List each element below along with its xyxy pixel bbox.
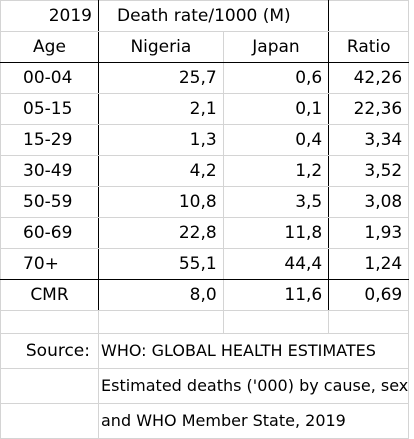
japan-header[interactable]: Japan <box>222 31 330 63</box>
cmr-row: CMR 8,0 11,6 0,69 <box>0 279 410 311</box>
blank-cell[interactable] <box>98 310 224 334</box>
ratio-cell[interactable]: 1,93 <box>328 217 410 249</box>
nigeria-cell[interactable]: 1,3 <box>98 124 224 156</box>
source-row-1: Source: WHO: GLOBAL HEALTH ESTIMATES <box>0 333 410 369</box>
japan-cell[interactable]: 44,4 <box>222 248 330 280</box>
nigeria-cell[interactable]: 22,8 <box>98 217 224 249</box>
table-row: 05-15 2,1 0,1 22,36 <box>0 93 410 125</box>
japan-cell[interactable]: 0,1 <box>222 93 330 125</box>
source-line-2[interactable]: Estimated deaths ('000) by cause, sex <box>97 368 410 404</box>
blank-cell[interactable] <box>328 310 410 334</box>
japan-cell[interactable]: 11,8 <box>222 217 330 249</box>
nigeria-cell[interactable]: 10,8 <box>98 186 224 218</box>
japan-cell[interactable]: 3,5 <box>222 186 330 218</box>
blank-cell[interactable] <box>0 403 99 439</box>
ratio-cell[interactable]: 3,34 <box>328 124 410 156</box>
table-row: 60-69 22,8 11,8 1,93 <box>0 217 410 249</box>
nigeria-cell[interactable]: 55,1 <box>98 248 224 280</box>
age-cell[interactable]: 60-69 <box>0 217 99 249</box>
source-row-2: Estimated deaths ('000) by cause, sex <box>0 368 410 404</box>
table-row: 30-49 4,2 1,2 3,52 <box>0 155 410 187</box>
table-row: 00-04 25,7 0,6 42,26 <box>0 62 410 94</box>
ratio-cell[interactable]: 3,08 <box>328 186 410 218</box>
ratio-cell[interactable]: 22,36 <box>328 93 410 125</box>
ratio-header[interactable]: Ratio <box>328 31 410 63</box>
table-row: 70+ 55,1 44,4 1,24 <box>0 248 410 280</box>
blank-cell[interactable] <box>0 368 99 404</box>
nigeria-cell[interactable]: 2,1 <box>98 93 224 125</box>
cmr-nigeria[interactable]: 8,0 <box>98 279 224 311</box>
ratio-cell[interactable]: 42,26 <box>328 62 410 94</box>
blank-cell[interactable] <box>0 310 99 334</box>
source-line-3[interactable]: and WHO Member State, 2019 <box>97 403 410 439</box>
cmr-label[interactable]: CMR <box>0 279 99 311</box>
table-row: 15-29 1,3 0,4 3,34 <box>0 124 410 156</box>
ratio-cell[interactable]: 1,24 <box>328 248 410 280</box>
blank-cell[interactable] <box>222 310 330 334</box>
source-line-1[interactable]: WHO: GLOBAL HEALTH ESTIMATES <box>97 333 410 369</box>
nigeria-cell[interactable]: 25,7 <box>98 62 224 94</box>
japan-cell[interactable]: 0,6 <box>222 62 330 94</box>
year-cell[interactable]: 2019 <box>0 0 99 32</box>
source-row-3: and WHO Member State, 2019 <box>0 403 410 439</box>
japan-cell[interactable]: 1,2 <box>222 155 330 187</box>
table-title[interactable]: Death rate/1000 (M) <box>97 0 330 32</box>
age-cell[interactable]: 00-04 <box>0 62 99 94</box>
age-cell[interactable]: 15-29 <box>0 124 99 156</box>
age-cell[interactable]: 05-15 <box>0 93 99 125</box>
age-header[interactable]: Age <box>0 31 99 63</box>
cmr-japan[interactable]: 11,6 <box>222 279 330 311</box>
table-row: 50-59 10,8 3,5 3,08 <box>0 186 410 218</box>
source-label[interactable]: Source: <box>0 333 99 369</box>
empty-header-cell[interactable] <box>328 0 410 32</box>
cmr-ratio[interactable]: 0,69 <box>328 279 410 311</box>
nigeria-cell[interactable]: 4,2 <box>98 155 224 187</box>
nigeria-header[interactable]: Nigeria <box>98 31 224 63</box>
age-cell[interactable]: 30-49 <box>0 155 99 187</box>
age-cell[interactable]: 70+ <box>0 248 99 280</box>
ratio-cell[interactable]: 3,52 <box>328 155 410 187</box>
age-cell[interactable]: 50-59 <box>0 186 99 218</box>
japan-cell[interactable]: 0,4 <box>222 124 330 156</box>
blank-row <box>0 310 410 334</box>
header-row-2: Age Nigeria Japan Ratio <box>0 31 410 63</box>
header-row-1: 2019 Death rate/1000 (M) <box>0 0 410 32</box>
